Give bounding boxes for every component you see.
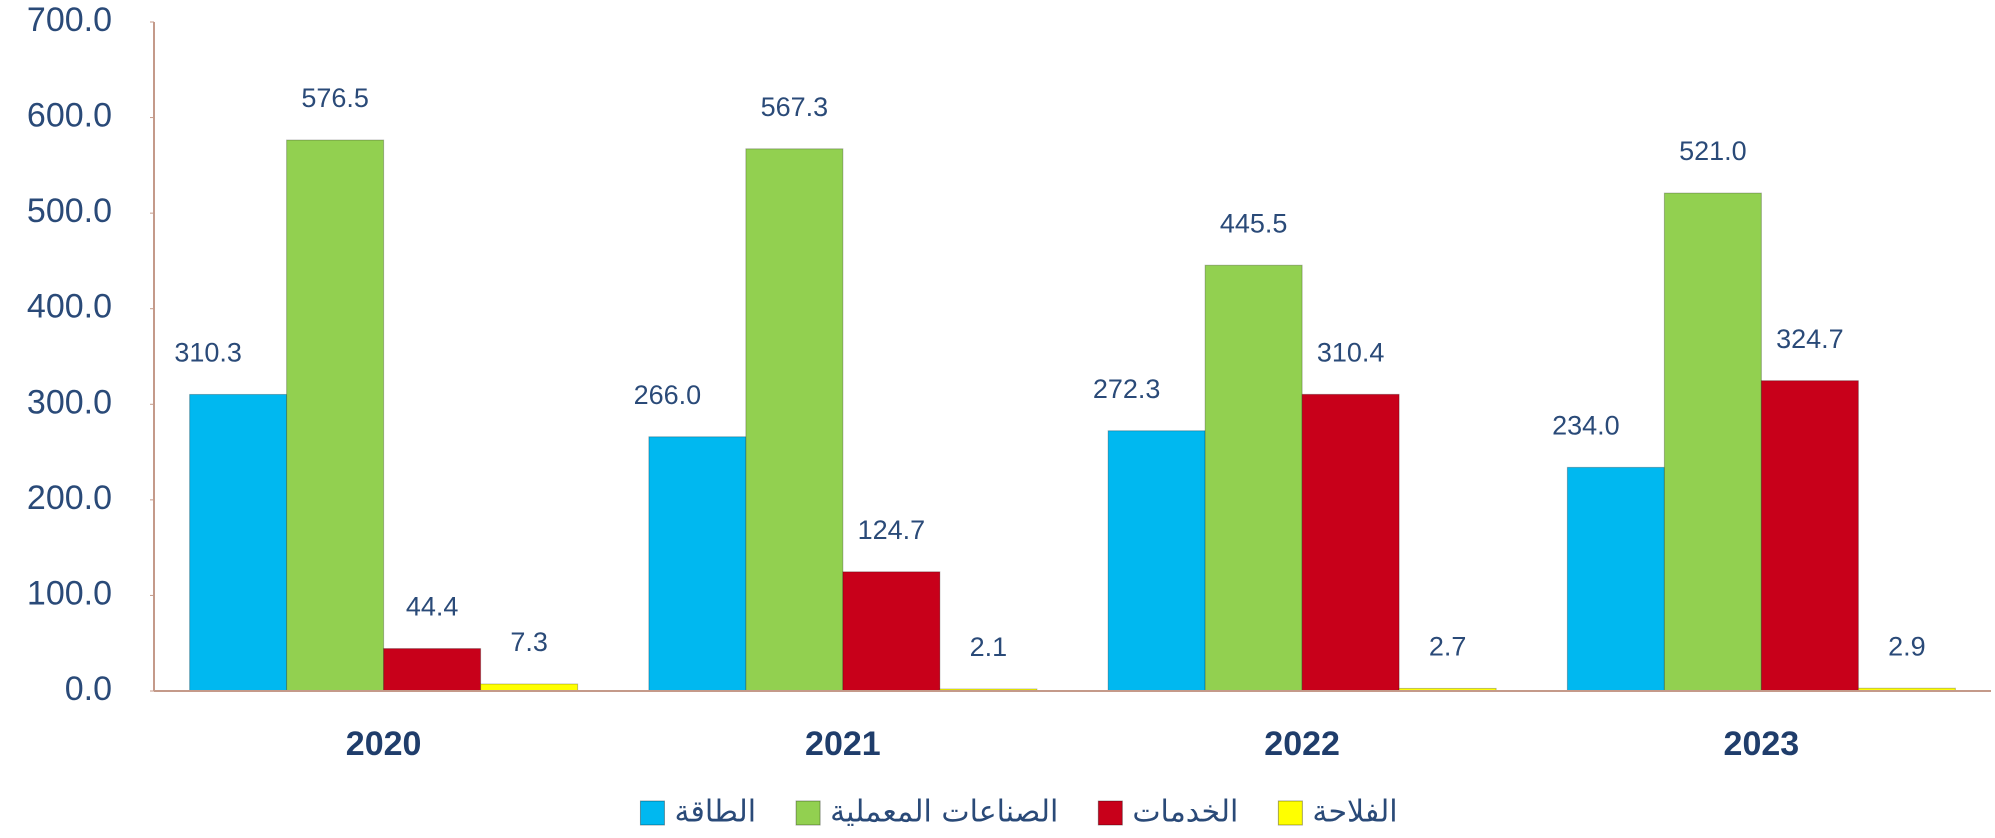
y-tick-label: 600.0 <box>27 97 112 135</box>
data-label: 7.3 <box>510 627 548 657</box>
bar <box>745 148 844 692</box>
y-tick-label: 400.0 <box>27 288 112 326</box>
data-label: 576.5 <box>301 83 369 113</box>
bar <box>189 393 288 692</box>
data-label: 266.0 <box>634 380 702 410</box>
legend-swatch <box>1277 800 1303 826</box>
y-tick-label: 0.0 <box>65 670 112 708</box>
data-label: 521.0 <box>1679 136 1747 166</box>
y-tick-label: 300.0 <box>27 383 112 421</box>
bar <box>1760 380 1859 692</box>
bar <box>480 683 579 692</box>
data-label: 445.5 <box>1220 208 1288 238</box>
bar <box>1663 192 1762 692</box>
legend-label: الخدمات <box>1132 795 1238 830</box>
y-tick-label: 700.0 <box>27 1 112 39</box>
data-label: 272.3 <box>1093 374 1161 404</box>
legend-label: الصناعات المعملية <box>830 795 1058 830</box>
bar <box>1204 264 1303 692</box>
x-tick-label: 2022 <box>1264 725 1340 763</box>
data-label: 2.1 <box>970 632 1008 662</box>
y-tick-label: 200.0 <box>27 479 112 517</box>
bar <box>383 648 482 692</box>
bar <box>1301 393 1400 692</box>
x-tick-label: 2021 <box>805 725 881 763</box>
bar <box>286 139 385 692</box>
bar <box>1107 430 1206 692</box>
data-label: 567.3 <box>761 92 829 122</box>
legend-swatch <box>1097 800 1123 826</box>
data-label: 44.4 <box>406 592 459 622</box>
data-label: 324.7 <box>1776 324 1844 354</box>
x-tick-label: 2023 <box>1724 725 1800 763</box>
data-label: 310.4 <box>1317 337 1385 367</box>
legend-swatch <box>795 800 821 826</box>
data-label: 310.3 <box>174 338 242 368</box>
data-label: 2.7 <box>1429 632 1467 662</box>
bar <box>842 571 941 692</box>
data-label: 234.0 <box>1552 410 1620 440</box>
y-tick-label: 100.0 <box>27 574 112 612</box>
data-label: 124.7 <box>858 515 926 545</box>
legend-label: الطاقة <box>674 795 756 830</box>
legend-label: الفلاحة <box>1312 795 1397 830</box>
legend-swatch <box>639 800 665 826</box>
bar <box>648 436 747 692</box>
data-label: 2.9 <box>1888 631 1926 661</box>
x-tick-label: 2020 <box>346 725 422 763</box>
y-tick-label: 500.0 <box>27 192 112 230</box>
bar <box>1566 466 1665 692</box>
